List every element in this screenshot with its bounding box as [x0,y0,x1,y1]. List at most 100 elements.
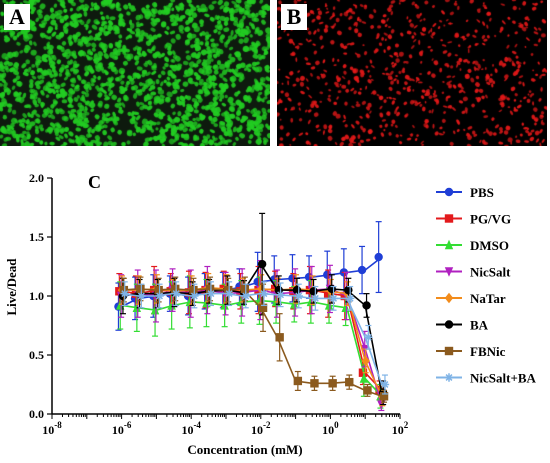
data-point [171,289,181,298]
panel-a-microscopy [0,0,270,146]
data-point [311,294,320,303]
series-fbnic [119,276,389,403]
fit-line [121,299,383,397]
data-point [323,289,333,298]
data-point [259,289,269,298]
fit-line [121,288,383,398]
x-tick-label: 102 [392,420,409,437]
data-point [359,373,369,383]
legend-label: NicSalt [470,265,511,280]
y-tick-label: 1.0 [29,289,44,303]
data-point [150,304,160,315]
legend-entry: NicSalt [436,265,511,280]
x-tick-label: 10-4 [181,420,201,437]
data-point [206,289,216,298]
legend-label: PG/VG [470,212,511,227]
legend-marker [444,267,454,277]
data-point [190,291,199,301]
fit-line [121,288,383,391]
data-point [361,355,370,367]
legend-entry: DMSO [436,238,509,253]
series-layer [114,212,390,412]
data-point [290,299,299,309]
data-point [240,284,250,294]
y-tick-label: 0.0 [29,407,44,421]
legend-marker [444,239,454,250]
data-point [309,287,318,296]
data-point [205,284,215,294]
data-point [329,294,338,303]
data-point [257,259,267,269]
data-point [364,333,373,342]
fit-line [121,262,383,393]
data-point [363,386,372,395]
axes: 0.0 0.5 1.0 1.5 2.0 10-8 10-6 10-4 10-2 100 102 [29,171,409,437]
data-point [374,252,383,262]
data-point [189,285,198,295]
legend-marker [444,292,454,304]
data-point [310,379,319,388]
legend-marker [444,346,454,356]
legend-marker [444,214,454,223]
data-point [136,284,145,294]
legend-entry: BA [436,318,489,333]
x-tick-label: 100 [322,420,339,437]
data-point [155,291,164,301]
data-point [345,377,354,387]
panel-a-label: A [4,4,30,30]
y-tick-label: 2.0 [29,171,44,185]
data-point [258,303,268,312]
fit-line [121,288,383,405]
fit-line [121,286,383,397]
data-point [362,301,371,310]
legend: PBS PG/VG DMSO NicSalt NaTar BA FBNic NicSalt+B… [436,185,537,386]
x-tick-label: 10-6 [112,420,132,437]
series-nicsalt-ba [120,281,390,395]
y-tick-label: 0.5 [29,348,44,362]
data-point [220,300,229,310]
legend-marker [444,373,454,382]
legend-label: NaTar [470,291,506,306]
y-tick-label: 1.5 [29,230,44,244]
data-point [345,294,355,303]
data-point [324,300,334,310]
data-point [154,285,163,295]
live-dead-chart: 0.0 0.5 1.0 1.5 2.0 10-8 10-6 10-4 10-2 100 102 PB… [4,171,537,457]
data-point [119,285,129,295]
legend-label: FBNic [470,344,506,359]
legend-entry: NicSalt+BA [436,371,537,386]
data-point [328,379,337,388]
data-point [224,289,234,298]
panel-b-microscopy [277,0,547,146]
data-point [294,291,303,301]
data-point [137,291,146,301]
data-point [357,265,367,275]
data-point [224,285,233,295]
data-point [292,285,302,295]
data-point [275,333,284,342]
data-point [276,290,285,300]
legend-label: DMSO [470,238,509,253]
legend-entry: FBNic [436,344,506,359]
panel-c-label: C [88,172,101,192]
panel-b-label: B [281,4,307,30]
legend-marker [444,187,454,197]
legend-entry: PBS [436,185,494,200]
data-point [379,392,389,401]
data-point [380,380,390,389]
data-point [120,289,129,298]
x-tick-label: 10-2 [251,420,271,437]
panel-a-image: A [0,0,270,146]
data-point [241,291,250,301]
legend-label: BA [470,318,489,333]
x-tick-label: 10-8 [42,420,62,437]
panel-b-image: B [277,0,547,146]
legend-label: PBS [470,185,494,200]
fit-line [121,292,383,385]
legend-entry: NaTar [436,291,506,306]
y-axis-label: Live/Dead [4,258,19,316]
legend-marker [444,320,454,329]
legend-entry: PG/VG [436,212,511,227]
legend-label: NicSalt+BA [470,371,537,386]
x-axis-label: Concentration (mM) [187,442,302,457]
